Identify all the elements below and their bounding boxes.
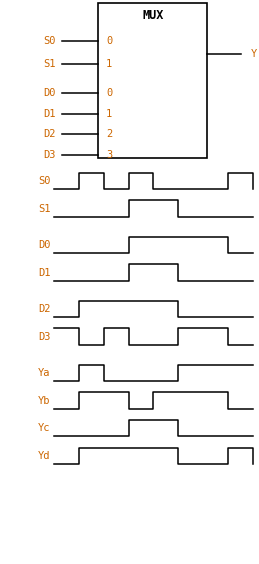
Text: 0: 0 bbox=[106, 88, 112, 98]
Text: 1: 1 bbox=[106, 108, 112, 118]
Text: 0: 0 bbox=[106, 36, 112, 46]
Text: D1: D1 bbox=[43, 108, 55, 118]
Text: S0: S0 bbox=[38, 176, 51, 186]
Text: D2: D2 bbox=[43, 129, 55, 139]
Text: D0: D0 bbox=[38, 240, 51, 250]
Text: S0: S0 bbox=[43, 36, 55, 46]
Text: D3: D3 bbox=[38, 332, 51, 342]
Text: D2: D2 bbox=[38, 304, 51, 314]
FancyBboxPatch shape bbox=[98, 3, 207, 158]
Text: 3: 3 bbox=[106, 150, 112, 160]
Text: D0: D0 bbox=[43, 88, 55, 98]
Text: D1: D1 bbox=[38, 268, 51, 277]
Text: Yc: Yc bbox=[38, 423, 51, 433]
Text: S1: S1 bbox=[38, 204, 51, 214]
Text: S1: S1 bbox=[43, 59, 55, 69]
Text: Yd: Yd bbox=[38, 451, 51, 461]
Text: Ya: Ya bbox=[38, 368, 51, 378]
Text: Y: Y bbox=[251, 49, 257, 59]
Text: 1: 1 bbox=[106, 59, 112, 69]
Text: Yb: Yb bbox=[38, 395, 51, 406]
Text: MUX: MUX bbox=[142, 9, 163, 22]
Text: 2: 2 bbox=[106, 129, 112, 139]
Text: D3: D3 bbox=[43, 150, 55, 160]
